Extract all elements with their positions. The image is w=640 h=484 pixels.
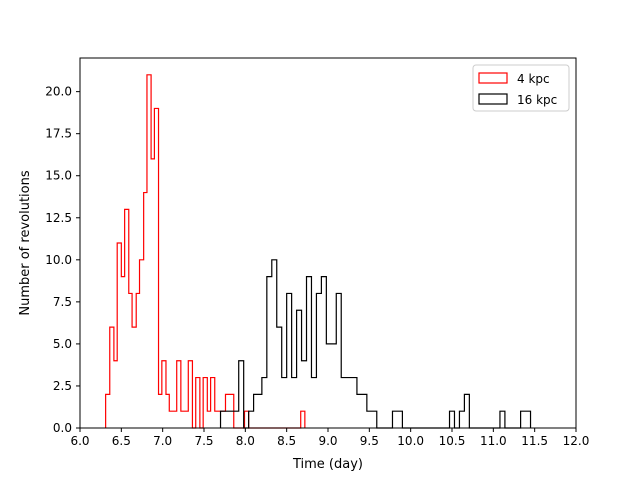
y-tick-label: 7.5 (53, 295, 72, 309)
x-tick-label: 8.0 (236, 434, 255, 448)
x-axis-label: Time (day) (292, 457, 363, 472)
y-tick-label: 17.5 (45, 127, 72, 141)
x-tick-label: 6.5 (112, 434, 131, 448)
x-tick-label: 11.5 (521, 434, 548, 448)
y-tick-label: 20.0 (45, 85, 72, 99)
x-tick-label: 10.0 (397, 434, 424, 448)
y-tick-label: 10.0 (45, 253, 72, 267)
legend-box (472, 64, 570, 112)
histogram-series-2 (219, 259, 532, 429)
x-tick-label: 9.5 (360, 434, 379, 448)
legend: 4 kpc 16 kpc (472, 64, 570, 112)
y-tick-label: 12.5 (45, 211, 72, 225)
x-tick-label: 6.0 (70, 434, 89, 448)
x-tick-label: 12.0 (563, 434, 590, 448)
x-tick-label: 10.5 (439, 434, 466, 448)
legend-label: 4 kpc (517, 72, 550, 86)
x-tick-label: 11.0 (480, 434, 507, 448)
legend-label: 16 kpc (517, 93, 557, 107)
axes-layer: 6.0 6.5 7.0 7.5 8.0 8.5 9.0 9.5 10.0 10.5 11.0 11.5… (18, 57, 590, 472)
y-tick-label: 2.5 (53, 379, 72, 393)
y-tick-label: 5.0 (53, 337, 72, 351)
legend-swatch (478, 93, 508, 105)
x-tick-label: 8.5 (277, 434, 296, 448)
legend-swatch (478, 72, 508, 84)
y-axis-label: Number of revolutions (18, 170, 33, 315)
x-tick-label: 7.0 (153, 434, 172, 448)
plot-layer (105, 74, 532, 429)
x-tick-label: 7.5 (194, 434, 213, 448)
y-tick-label: 0.0 (53, 421, 72, 435)
histogram-series-1 (105, 74, 306, 429)
y-tick-label: 15.0 (45, 169, 72, 183)
x-tick-label: 9.0 (318, 434, 337, 448)
